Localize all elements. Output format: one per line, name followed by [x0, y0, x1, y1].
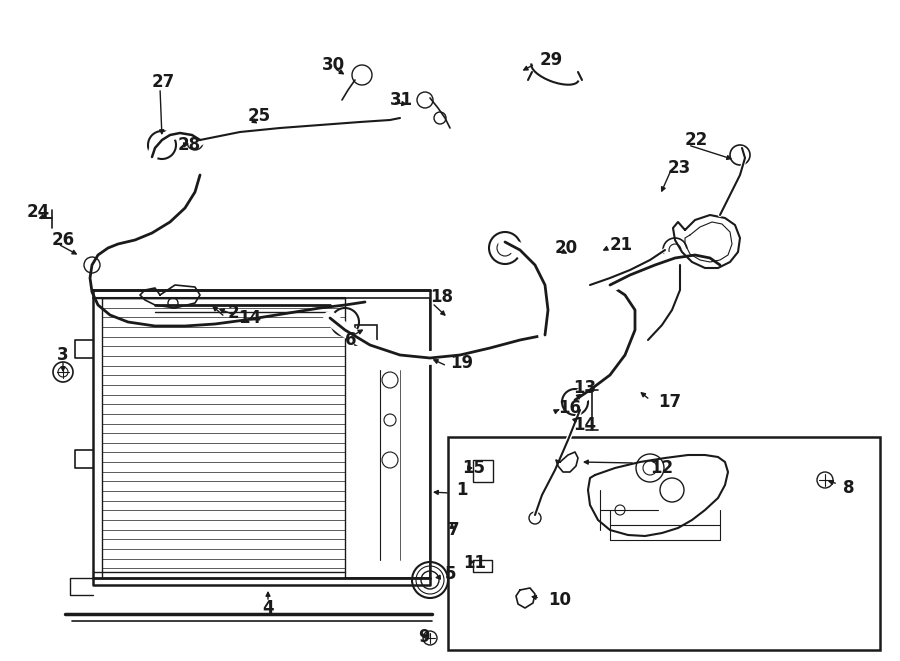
Text: 24: 24 [27, 203, 50, 221]
Text: 15: 15 [462, 459, 485, 477]
Text: 7: 7 [448, 521, 460, 539]
Text: 1: 1 [456, 481, 467, 499]
Text: 11: 11 [463, 554, 486, 572]
Text: 28: 28 [178, 136, 201, 154]
Text: 29: 29 [540, 51, 563, 69]
Text: 9: 9 [418, 628, 429, 646]
Text: 21: 21 [610, 236, 633, 254]
Text: 18: 18 [430, 288, 453, 306]
Text: 16: 16 [558, 399, 581, 417]
Text: 13: 13 [573, 379, 596, 397]
Bar [448, 437, 880, 650]
Text: 8: 8 [843, 479, 854, 497]
Text: 25: 25 [248, 107, 271, 125]
Text: 23: 23 [668, 159, 691, 177]
Text: 10: 10 [548, 591, 571, 609]
Text: 22: 22 [685, 131, 708, 149]
Text: 27: 27 [152, 73, 176, 91]
Bar [355, 325, 377, 345]
Text: 26: 26 [52, 231, 75, 249]
Text: 14: 14 [238, 309, 261, 327]
Text: 30: 30 [322, 56, 345, 74]
Text: 19: 19 [450, 354, 473, 372]
Text: 4: 4 [262, 599, 274, 617]
Text: 3: 3 [57, 346, 68, 364]
Text: 14: 14 [573, 416, 596, 434]
Text: 2: 2 [228, 304, 239, 322]
Text: 12: 12 [650, 459, 673, 477]
Text: 6: 6 [345, 331, 356, 349]
Text: 5: 5 [445, 565, 456, 583]
Text: 20: 20 [555, 239, 578, 257]
Bar [473, 460, 493, 482]
Text: 17: 17 [658, 393, 681, 411]
Text: 31: 31 [390, 91, 413, 109]
